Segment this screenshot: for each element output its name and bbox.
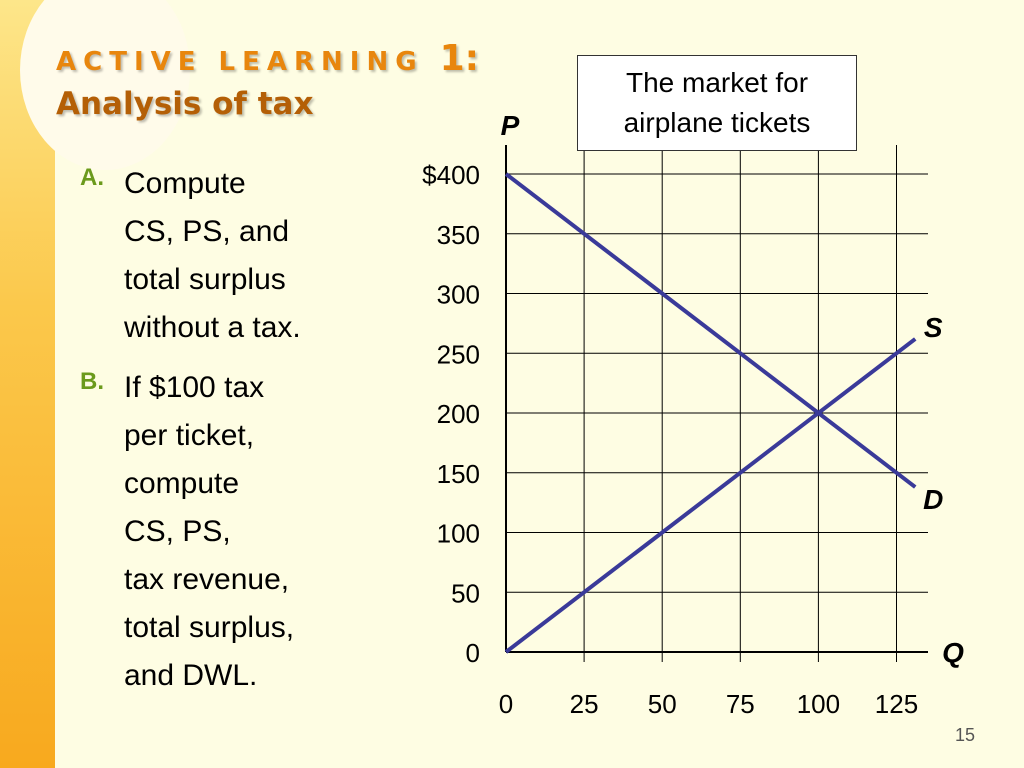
x-tick-label: 25	[570, 689, 599, 719]
decorative-corner-shape	[20, 0, 190, 170]
question-line: total surplus	[124, 263, 286, 296]
question-line: tax revenue,	[124, 563, 290, 596]
x-tick-label: 125	[875, 689, 918, 719]
y-tick-label: 0	[466, 638, 480, 668]
callout-line: airplane tickets	[623, 107, 811, 138]
question-letter: B.	[80, 368, 104, 395]
question-list: A. Compute CS, PS, and total surplus wit…	[80, 160, 380, 712]
y-tick-label: 200	[437, 399, 480, 429]
x-tick-label: 0	[499, 689, 513, 719]
market-callout-box: The market for airplane tickets	[577, 55, 857, 151]
question-line: CS, PS, and	[124, 215, 290, 248]
x-tick-label: 100	[797, 689, 840, 719]
question-line: per ticket,	[124, 419, 255, 452]
callout-line: The market for	[625, 67, 809, 98]
title-number: 1:	[439, 38, 480, 79]
y-tick-label: 50	[451, 578, 480, 608]
title-prefix: ACTIVE LEARNING	[56, 47, 424, 77]
question-line: total surplus,	[124, 611, 295, 644]
question-line: If $100 tax	[124, 371, 265, 404]
x-axis-label: Q	[942, 637, 964, 668]
slide-subtitle: Analysis of tax	[56, 86, 314, 122]
slide-number: 15	[955, 725, 976, 745]
question-line: CS, PS,	[124, 515, 231, 548]
series-label-d: D	[923, 484, 943, 515]
y-tick-label: 150	[437, 459, 480, 489]
y-tick-label: $400	[422, 160, 480, 190]
x-tick-label: 75	[726, 689, 755, 719]
series-line-s	[504, 337, 917, 654]
question-line: compute	[124, 467, 240, 500]
y-tick-label: 250	[437, 339, 480, 369]
question-line: Compute	[124, 167, 246, 200]
question-letter: A.	[80, 164, 104, 191]
slide-title: ACTIVE LEARNING 1:	[56, 38, 479, 79]
question-line: without a tax.	[124, 311, 301, 344]
question-line: and DWL.	[124, 659, 258, 692]
series-line-d	[504, 172, 917, 489]
y-tick-label: 350	[437, 220, 480, 250]
y-tick-label: 100	[437, 519, 480, 549]
y-tick-label: 300	[437, 280, 480, 310]
y-axis-label: P	[501, 110, 520, 141]
x-tick-label: 50	[648, 689, 677, 719]
series-label-s: S	[924, 312, 943, 343]
question-a: A. Compute CS, PS, and total surplus wit…	[80, 160, 380, 352]
question-b: B. If $100 tax per ticket, compute CS, P…	[80, 364, 380, 700]
